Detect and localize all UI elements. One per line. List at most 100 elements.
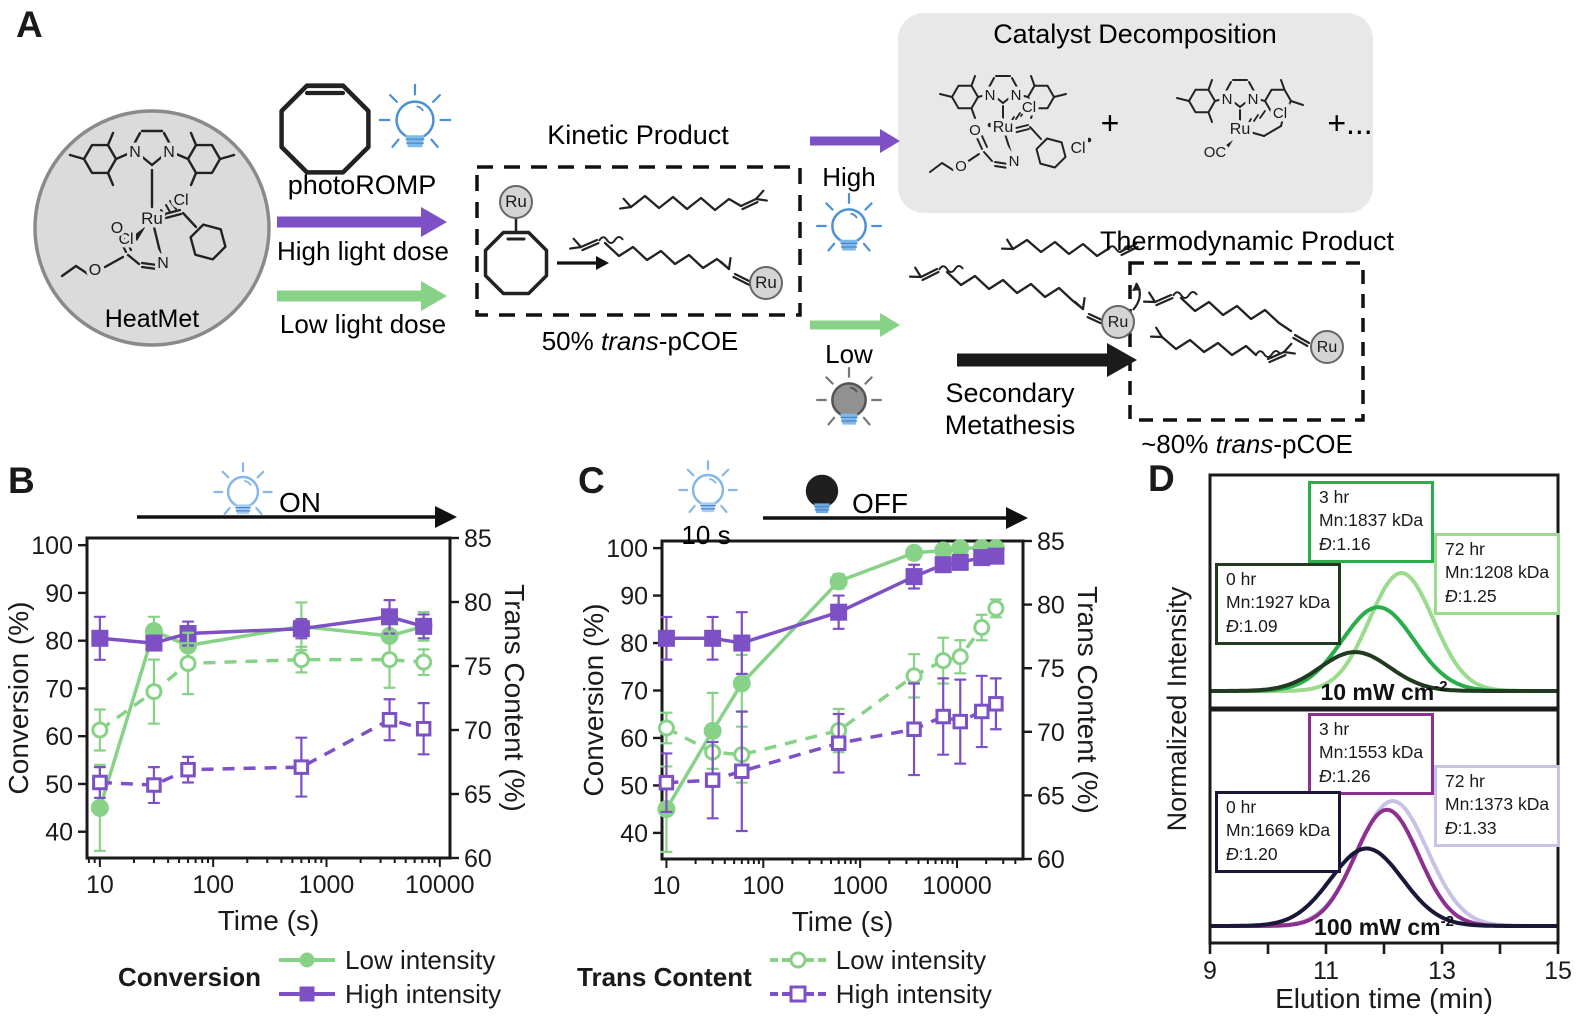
atom-label: O [969, 122, 981, 139]
legend-conversion: Conversion Low intensity High intensity [118, 945, 501, 1009]
legend-item-low-intensity: Low intensity [769, 945, 992, 975]
atom-label: Ru [993, 119, 1013, 136]
legend-item-low-intensity: Low intensity [279, 945, 501, 975]
light-off-label: OFF [852, 488, 908, 519]
low-label: Low [825, 339, 873, 369]
svg-text:13: 13 [1428, 957, 1456, 985]
gpc-annotation-100mw-3hr: 3 hr Mn:1553 kDa Đ:1.26 [1308, 713, 1435, 795]
high-label: High [822, 162, 875, 192]
atom-label: Cl [173, 192, 188, 209]
atom-label: Cl [1022, 99, 1036, 116]
legend-item-high-intensity: High intensity [769, 979, 992, 1009]
gpc-annotation-10mw-72hr: 72 hr Mn:1208 kDa Đ:1.25 [1434, 533, 1561, 615]
atom-label: Cl [118, 231, 133, 248]
svg-text:75: 75 [1037, 655, 1065, 683]
atom-label: N [1248, 91, 1259, 108]
svg-text:50: 50 [45, 771, 73, 799]
gpc-annotation-10mw-3hr: 3 hr Mn:1837 kDa Đ:1.16 [1308, 481, 1435, 563]
atom-label: O [955, 158, 967, 175]
gpc-annotation-100mw-72hr: 72 hr Mn:1373 kDa Đ:1.33 [1434, 765, 1561, 847]
series-low-intensity-trans-content [91, 630, 433, 752]
x-axis-label: Elution time (min) [1275, 983, 1493, 1014]
panel-b-chart: 10 100 1000 10000 40 50 60 70 80 90 100 60 65 70 75 80 8… [3, 462, 530, 936]
svg-text:10000: 10000 [405, 871, 475, 899]
heatmet-label: HeatMet [105, 305, 200, 333]
light-on-label: ON [279, 487, 321, 518]
svg-text:80: 80 [620, 630, 648, 658]
atom-label: N [163, 144, 175, 161]
metathesis-label: Metathesis [945, 410, 1076, 440]
legend-trans-content: Trans Content Low intensity High intensi… [577, 945, 992, 1009]
panel-d-label: D [1148, 458, 1175, 499]
legend-item-high-intensity: High intensity [279, 979, 501, 1009]
gpc-curve-0hr [1210, 650, 1558, 693]
svg-text:65: 65 [464, 781, 492, 809]
atom-label: N [1011, 87, 1022, 104]
atom-label: Ru [1317, 339, 1337, 356]
series-low-intensity-conversion [90, 601, 433, 852]
ten-seconds-label: 10 s [681, 520, 730, 550]
svg-text:15: 15 [1544, 957, 1572, 985]
svg-text:70: 70 [45, 675, 73, 703]
svg-text:85: 85 [1037, 528, 1065, 556]
atom-label: Ru [141, 209, 163, 228]
svg-text:1000: 1000 [299, 871, 355, 899]
svg-text:100: 100 [192, 871, 234, 899]
atom-label: N [157, 255, 169, 272]
svg-text:9: 9 [1203, 957, 1217, 985]
svg-text:70: 70 [1037, 719, 1065, 747]
atom-label: Cl [1070, 140, 1085, 157]
kinetic-caption: 50% trans-pCOE [542, 326, 739, 356]
svg-text:40: 40 [45, 819, 73, 847]
svg-text:65: 65 [1037, 782, 1065, 810]
svg-text:85: 85 [464, 525, 492, 553]
svg-text:50: 50 [620, 772, 648, 800]
panel-d-chart: 10 mW cm-2 100 mW cm-2 9 11 13 15 Elution time… [1162, 473, 1572, 1014]
catalyst-decomposition-title: Catalyst Decomposition [993, 19, 1277, 49]
svg-text:100: 100 [31, 532, 73, 560]
gpc-annotation-100mw-0hr: 0 hr Mn:1669 kDa Đ:1.20 [1215, 791, 1342, 873]
series-high-intensity-trans-content [658, 674, 1004, 833]
svg-text:70: 70 [464, 717, 492, 745]
panel-c-chart: 10 100 1000 10000 40 50 60 70 80 90 100 60 65 70 75 80 8… [578, 460, 1103, 937]
light-bulb-on-icon [378, 83, 452, 149]
series-high-intensity-conversion [91, 598, 433, 661]
atom-label: N [129, 144, 141, 161]
atom-label: O [89, 262, 101, 279]
panel-b-label: B [8, 460, 35, 501]
kinetic-product-title: Kinetic Product [547, 120, 729, 150]
svg-text:75: 75 [464, 653, 492, 681]
x-axis-label: Time (s) [792, 906, 894, 937]
series-low-intensity-conversion [657, 539, 1005, 853]
panel-c-label: C [578, 460, 605, 501]
plus-more-sign: +... [1327, 105, 1372, 141]
series-high-intensity-conversion [657, 547, 1005, 675]
light-bulb-on-icon [678, 460, 738, 514]
legend-marker-low-intensity [279, 952, 336, 968]
svg-text:10: 10 [653, 872, 681, 900]
panel-a-label: A [16, 4, 43, 45]
thermodynamic-product-title: Thermodynamic Product [1100, 226, 1395, 256]
atom-label: OC [1204, 144, 1227, 161]
photoromp-label: photoROMP [288, 170, 437, 200]
plus-sign: + [1101, 105, 1120, 141]
legend-marker-high-intensity [769, 985, 826, 1003]
power-label: 10 mW cm-2 [1320, 678, 1447, 705]
atom-label: N [1222, 91, 1233, 108]
svg-text:90: 90 [45, 580, 73, 608]
secondary-label: Secondary [945, 378, 1075, 408]
svg-text:70: 70 [620, 678, 648, 706]
y-axis-label: Normalized Intensity [1162, 586, 1192, 831]
atom-label: Cl [1273, 105, 1287, 122]
svg-text:80: 80 [464, 589, 492, 617]
svg-text:60: 60 [45, 723, 73, 751]
atom-label: O [111, 220, 123, 237]
svg-text:80: 80 [1037, 592, 1065, 620]
svg-text:40: 40 [620, 820, 648, 848]
light-bulb-high-icon [815, 193, 883, 252]
left-axis-label: Conversion (%) [3, 602, 34, 795]
light-bulb-off-icon [805, 474, 839, 514]
svg-text:100: 100 [606, 535, 648, 563]
